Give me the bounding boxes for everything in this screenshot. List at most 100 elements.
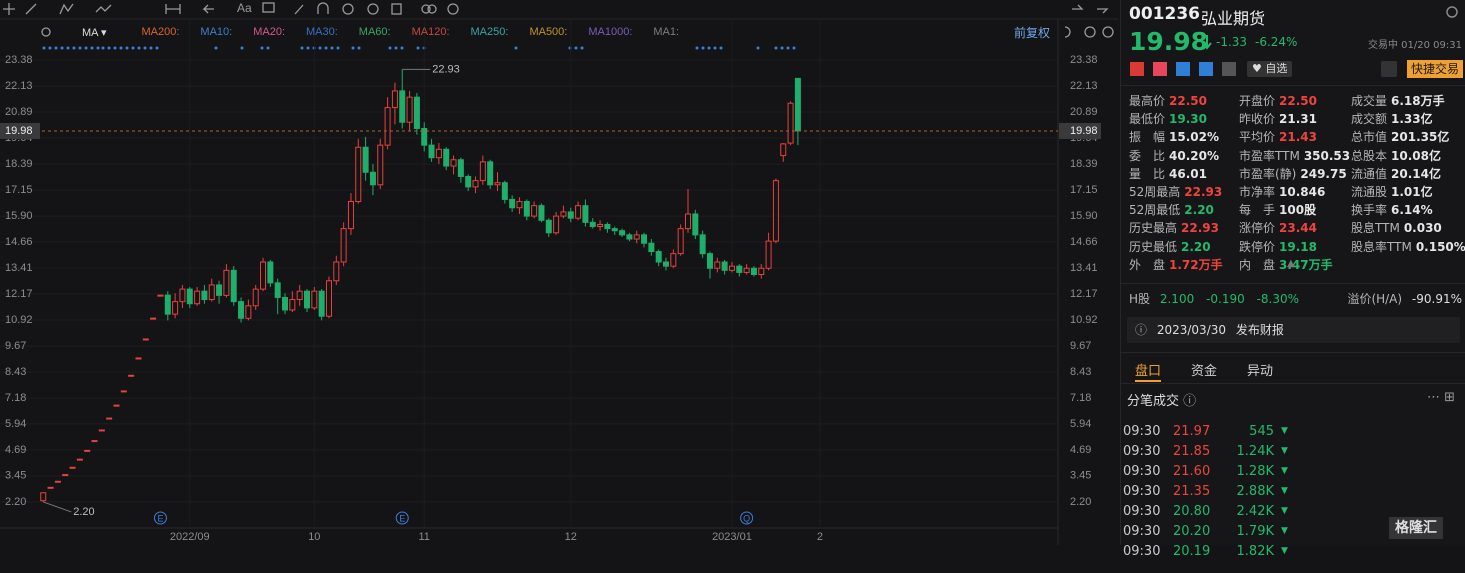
ma-label: MA1000: [588, 26, 633, 38]
stat-cell: 流通值 20.14亿 [1351, 165, 1441, 182]
settings-icon[interactable] [447, 3, 459, 15]
undo-redo-icon[interactable] [1072, 4, 1109, 14]
trade-row: 09:30 21.97 545 ▼ [1121, 424, 1465, 453]
notice-text: 发布财报 [1235, 323, 1284, 337]
wave-icon[interactable] [95, 4, 112, 13]
candle-body [157, 294, 164, 297]
y-tick-label: 7.18 [5, 392, 26, 404]
path-icon[interactable] [59, 3, 74, 15]
y-tick-label: 15.90 [1070, 210, 1098, 222]
candle-body [179, 288, 186, 303]
notice-box[interactable]: ⓘ 2023/03/30 发布财报 [1127, 317, 1460, 343]
note-icon[interactable] [262, 2, 275, 13]
candle-body [692, 213, 699, 236]
tab[interactable]: 资金 [1191, 364, 1218, 379]
stat-cell: 市盈率(静) 249.75 [1239, 165, 1347, 182]
tag-icon[interactable] [1153, 62, 1167, 76]
y-tick-label: 5.94 [1070, 418, 1091, 430]
hide-icon[interactable] [367, 3, 379, 15]
stat-label: 历史最高 [1129, 221, 1178, 236]
stat-value: 23.44 [1279, 221, 1317, 236]
candle-body [516, 200, 523, 209]
candle-body [406, 96, 413, 123]
stat-value: 100股 [1279, 203, 1317, 218]
candle-body [311, 290, 318, 309]
candle-body [706, 253, 713, 269]
premium-label: 溢价(H/A) [1347, 292, 1403, 306]
stat-cell: 昨收价 21.31 [1239, 110, 1317, 127]
toolbar-icons[interactable] [3, 2, 1114, 38]
tab[interactable]: 盘口 [1135, 364, 1162, 379]
candle-body [575, 205, 582, 219]
delete-icon[interactable] [391, 3, 402, 15]
indicator-name[interactable]: MA [82, 26, 98, 39]
stat-label: 流通值 [1351, 166, 1388, 181]
candle-body [208, 284, 215, 301]
indicator-select[interactable]: MA ▾ [82, 26, 107, 39]
trade-row: 09:30 20.80 2.42K ▼ [1121, 504, 1465, 533]
line-icon[interactable] [25, 3, 37, 15]
trade-price: 21.97 [1173, 424, 1211, 439]
trade-volume: 1.82K [1236, 544, 1274, 559]
alert-button[interactable] [1381, 61, 1397, 77]
candle-body [758, 267, 765, 276]
candle-body [553, 215, 560, 234]
candle-body [245, 305, 252, 319]
indicator-bar: MA ▾ MA200: MA10: MA20: MA30: MA60: MA120: MA2… [82, 24, 679, 40]
settings-icon[interactable] [1444, 4, 1460, 20]
tag-icon[interactable] [1176, 62, 1190, 76]
quick-trade-button[interactable]: 快捷交易 [1407, 60, 1464, 78]
stat-value: 350.53 [1303, 148, 1351, 163]
ma-label: MA200: [141, 26, 180, 38]
zoom-out-icon[interactable] [1084, 26, 1096, 38]
x-tick-label: 2 [817, 531, 823, 543]
y-tick-label: 14.66 [5, 236, 33, 248]
stat-cell: 最低价 19.30 [1129, 110, 1207, 127]
eye-icon[interactable] [342, 3, 354, 15]
stat-cell: 量 比 46.01 [1129, 165, 1207, 182]
candle-body [150, 317, 157, 320]
stat-value: 6.18万手 [1391, 94, 1445, 108]
tag-icon[interactable] [1199, 62, 1213, 76]
adjust-button[interactable]: 前复权 [1014, 26, 1051, 40]
tag-icon[interactable] [1222, 62, 1236, 76]
candle-body [597, 223, 604, 228]
candle-body [282, 296, 289, 311]
y-tick-label: 13.41 [1070, 262, 1098, 274]
tab[interactable]: 异动 [1247, 364, 1274, 379]
stat-label: 最高价 [1129, 94, 1166, 108]
crosshair-icon[interactable] [3, 3, 15, 15]
watchlist-button[interactable]: ♥ 自选 [1247, 61, 1293, 77]
candle-body [641, 234, 648, 244]
magnet-icon[interactable] [317, 2, 329, 14]
watchlist-label[interactable]: 自选 [1265, 62, 1288, 75]
trade-time: 09:30 [1123, 484, 1161, 499]
zoom-in-icon[interactable] [1102, 26, 1114, 38]
reset-icon[interactable] [1064, 26, 1071, 38]
link-icon-2[interactable] [427, 4, 437, 14]
trade-price: 21.85 [1173, 444, 1211, 459]
tag-icon[interactable] [1130, 62, 1144, 76]
stat-cell: 每 手 100股 [1239, 201, 1316, 218]
stat-value: 15.02% [1169, 130, 1219, 145]
measure-icon[interactable] [165, 4, 181, 14]
trade-volume: 1.79K [1236, 524, 1274, 539]
stat-value: 1.01亿 [1391, 185, 1433, 199]
h-share-price: 2.100 [1159, 292, 1195, 306]
candle-body [560, 211, 567, 217]
candle-body [794, 77, 801, 132]
trades-tools[interactable]: ⋯ ⊞ [1427, 390, 1456, 405]
indicator-settings-icon[interactable] [41, 27, 51, 37]
link-icon[interactable] [421, 4, 431, 14]
pen-icon[interactable] [294, 4, 304, 15]
trade-price: 21.35 [1173, 484, 1211, 499]
quote-panel: 001236 弘业期货 19.98 -1.33 -6.24% 交易中 01/20… [1120, 0, 1465, 559]
ma-label: MA1: [653, 26, 680, 38]
trade-volume: 2.88K [1236, 484, 1274, 499]
watermark: 格隆汇 [1389, 517, 1443, 539]
font-button[interactable]: Aa [237, 1, 252, 15]
trade-direction: ▼ [1281, 506, 1288, 516]
back-icon[interactable] [202, 4, 214, 14]
expand-arrow[interactable]: ▲ [1287, 258, 1295, 269]
stat-label: 涨停价 [1239, 221, 1276, 236]
